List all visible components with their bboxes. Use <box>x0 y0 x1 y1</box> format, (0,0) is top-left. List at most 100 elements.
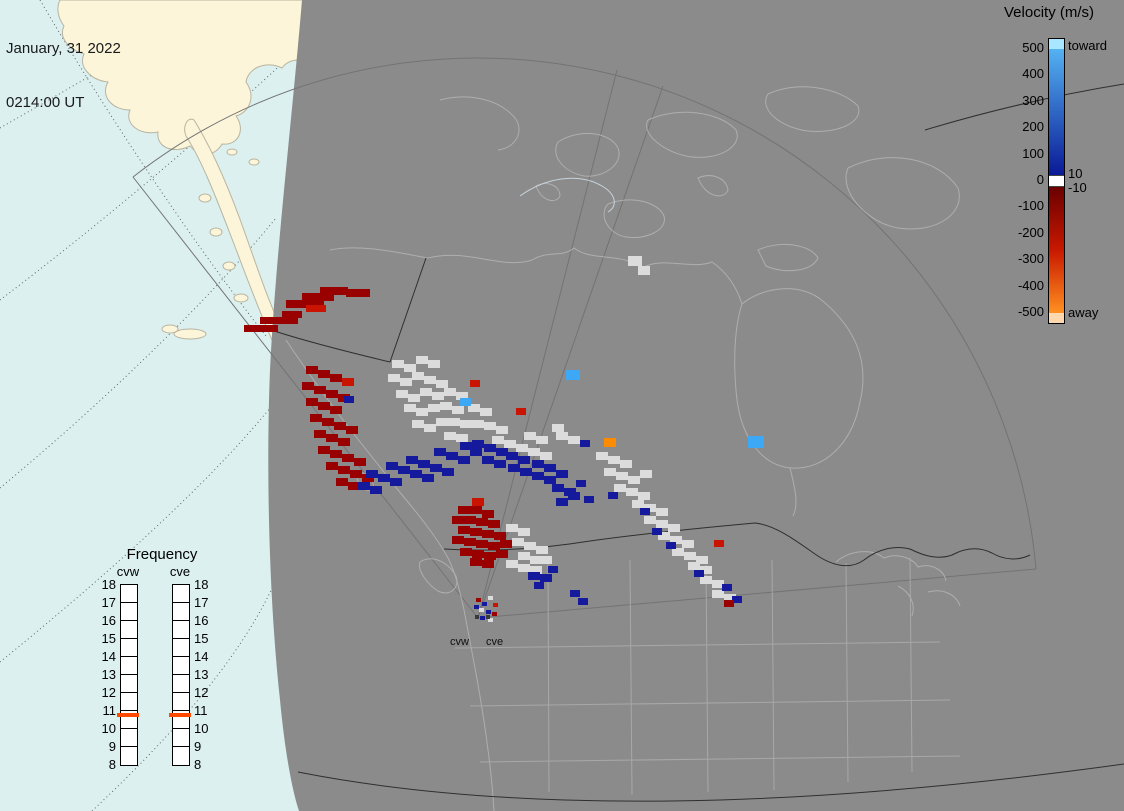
velocity-cell <box>724 594 736 602</box>
velocity-cell <box>540 556 552 564</box>
frequency-tick: 14 <box>194 649 209 664</box>
velocity-cell <box>482 456 494 464</box>
velocity-cell <box>524 542 536 550</box>
velocity-cell <box>396 390 408 398</box>
velocity-cell <box>472 498 484 506</box>
frequency-ladder-rung <box>121 638 137 639</box>
velocity-cell <box>488 596 493 600</box>
velocity-cell <box>318 370 330 378</box>
frequency-tick: 18 <box>101 577 116 592</box>
colorbar-tick: 200 <box>1022 119 1044 135</box>
velocity-cell <box>412 372 424 380</box>
velocity-cell <box>318 446 330 454</box>
velocity-cell <box>342 454 354 462</box>
colorbar-tick: 300 <box>1022 92 1044 108</box>
velocity-cell <box>570 590 580 597</box>
velocity-cell <box>488 618 493 622</box>
velocity-cell <box>608 456 620 464</box>
frequency-tick: 12 <box>101 685 116 700</box>
velocity-cell <box>470 448 482 456</box>
velocity-cell <box>684 552 696 560</box>
velocity-cell <box>346 426 358 434</box>
velocity-cell <box>666 542 676 549</box>
velocity-cell <box>484 552 496 560</box>
velocity-cell <box>366 470 378 478</box>
velocity-cell <box>658 532 670 540</box>
velocity-cell <box>556 470 568 478</box>
velocity-cell <box>626 488 638 496</box>
velocity-cell <box>330 374 342 382</box>
velocity-cell <box>732 596 742 603</box>
frequency-tick: 11 <box>194 703 208 718</box>
velocity-cell <box>424 424 436 432</box>
velocity-cell <box>476 540 488 548</box>
velocity-cell <box>536 436 548 444</box>
radar-fov-region <box>268 0 1124 811</box>
velocity-cell <box>504 440 516 448</box>
velocity-cell <box>506 524 518 532</box>
frequency-ladder-rung <box>121 710 137 711</box>
velocity-cell <box>576 480 586 487</box>
velocity-cell <box>398 466 410 474</box>
velocity-cell <box>493 603 498 607</box>
frequency-ladder-rung <box>173 728 189 729</box>
velocity-cell <box>496 426 508 434</box>
velocity-cell <box>520 468 532 476</box>
velocity-cell <box>494 532 506 540</box>
velocity-cell <box>632 500 644 508</box>
velocity-cell <box>440 402 452 410</box>
frequency-ladder-rung <box>173 602 189 603</box>
velocity-cell <box>244 325 278 332</box>
velocity-cell <box>484 444 496 452</box>
velocity-cell <box>488 520 500 528</box>
velocity-cell <box>326 434 338 442</box>
velocity-cell <box>412 420 424 428</box>
velocity-cell <box>700 566 712 574</box>
velocity-cell <box>596 452 608 460</box>
velocity-cell <box>452 536 464 544</box>
velocity-cell <box>326 462 338 470</box>
velocity-cell <box>330 450 342 458</box>
velocity-cell <box>544 476 556 484</box>
frequency-tick: 18 <box>194 577 209 592</box>
velocity-cell <box>668 524 680 532</box>
velocity-cell <box>306 398 318 406</box>
frequency-tick: 17 <box>101 595 116 610</box>
colorbar-tick: -400 <box>1017 277 1044 293</box>
velocity-cell <box>470 558 482 566</box>
velocity-cell <box>418 460 430 468</box>
radar-site-label: cvw <box>450 636 469 648</box>
velocity-cell <box>404 364 416 372</box>
frequency-ladder-rung <box>173 656 189 657</box>
velocity-cell <box>540 574 552 582</box>
velocity-cell <box>416 356 428 364</box>
velocity-cell <box>578 598 588 605</box>
velocity-cell <box>424 376 436 384</box>
velocity-cell <box>682 540 694 548</box>
velocity-cell <box>566 370 580 380</box>
frequency-ladder-rung <box>121 692 137 693</box>
velocity-cell <box>700 576 712 584</box>
velocity-cell <box>318 402 330 410</box>
velocity-cell <box>488 542 500 550</box>
velocity-cell <box>640 508 650 515</box>
velocity-cell <box>724 600 734 607</box>
velocity-cell <box>534 582 544 589</box>
radar-dots <box>475 615 490 619</box>
velocity-cell <box>528 448 540 456</box>
velocity-cell <box>302 382 314 390</box>
velocity-cell <box>608 492 618 499</box>
velocity-cell <box>492 436 504 444</box>
frequency-tick: 10 <box>101 721 116 736</box>
velocity-cell <box>320 287 348 295</box>
frequency-tick: 14 <box>101 649 116 664</box>
velocity-cell <box>422 474 434 482</box>
velocity-cell <box>620 460 632 468</box>
velocity-cell <box>458 506 470 514</box>
velocity-cell <box>456 392 468 400</box>
velocity-cell <box>506 560 518 568</box>
velocity-cell <box>470 380 480 387</box>
colorbar-tick: -100 <box>1017 198 1044 214</box>
velocity-cell <box>482 560 494 568</box>
velocity-cell <box>430 464 442 472</box>
